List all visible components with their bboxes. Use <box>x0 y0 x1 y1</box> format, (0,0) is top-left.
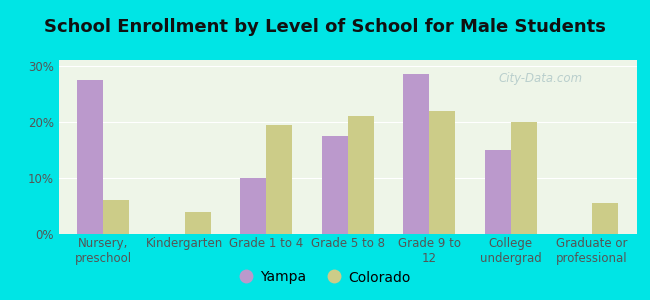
Legend: Yampa, Colorado: Yampa, Colorado <box>234 265 416 290</box>
Bar <box>185 212 211 234</box>
Bar <box>403 74 429 234</box>
Bar <box>511 122 537 234</box>
Bar <box>322 136 348 234</box>
Bar <box>429 110 455 234</box>
Bar <box>485 150 511 234</box>
Text: School Enrollment by Level of School for Male Students: School Enrollment by Level of School for… <box>44 18 606 36</box>
Bar <box>77 80 103 234</box>
Text: City-Data.com: City-Data.com <box>498 72 582 85</box>
Bar <box>592 203 618 234</box>
Bar <box>240 178 266 234</box>
Bar <box>348 116 374 234</box>
Bar <box>103 200 129 234</box>
Bar <box>266 124 292 234</box>
